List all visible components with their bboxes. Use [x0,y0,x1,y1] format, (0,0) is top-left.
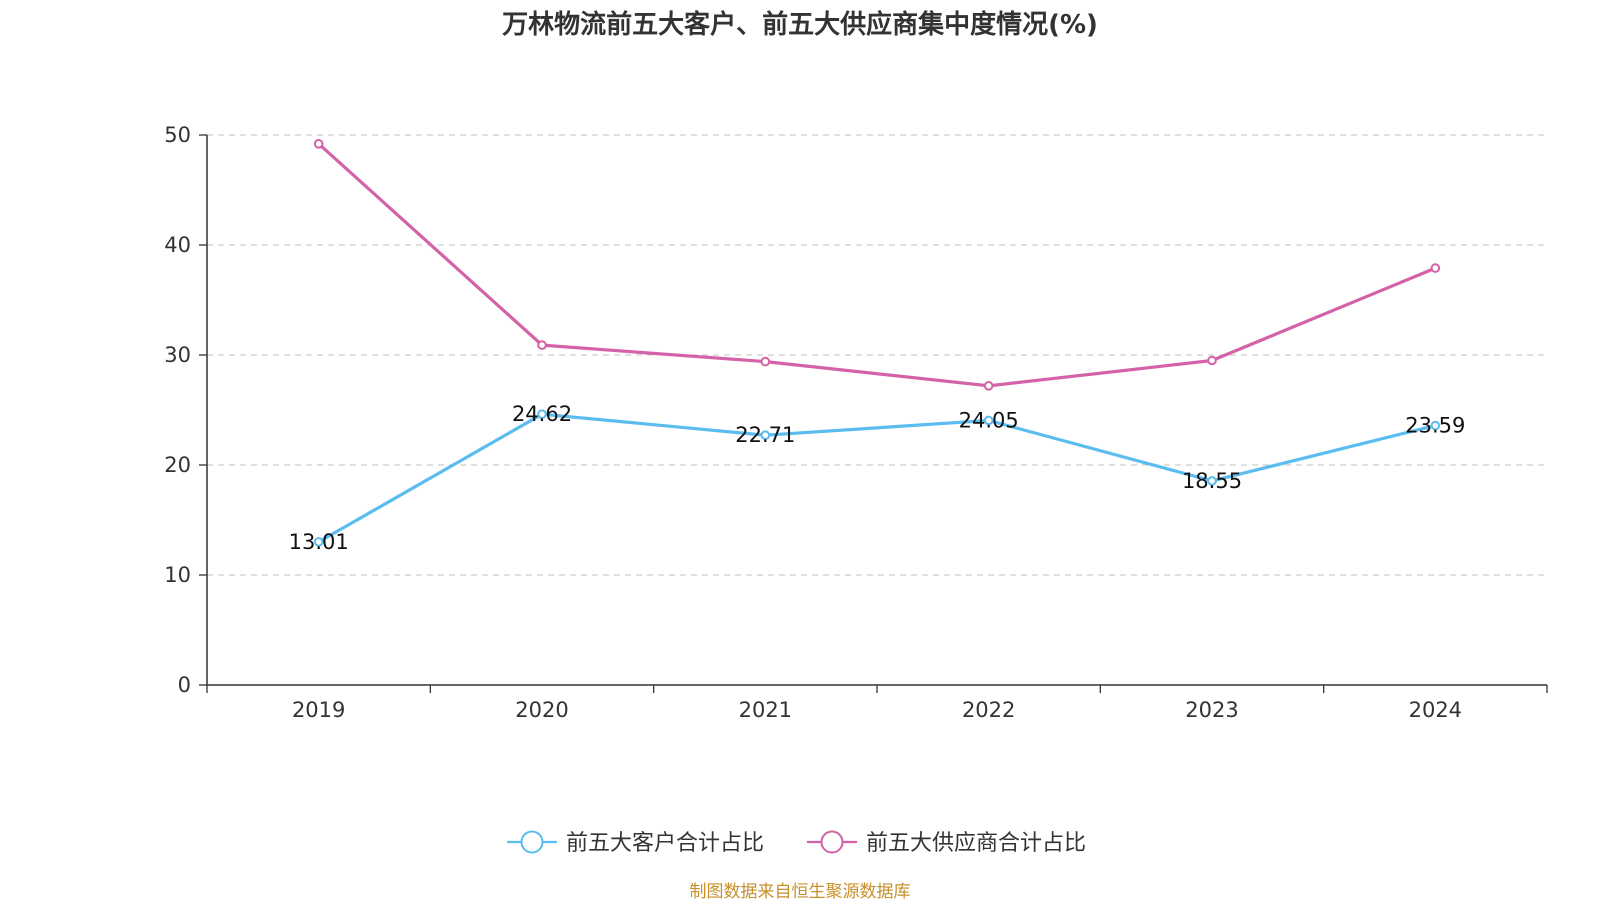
data-label: 24.05 [959,408,1019,432]
y-tick-label: 0 [178,673,191,697]
series-layer [313,139,1441,547]
series-line [317,142,1437,388]
data-label: 24.62 [512,402,572,426]
data-point [1430,420,1441,431]
legend-item[interactable]: 前五大客户合计占比 [507,830,764,856]
x-axis-ticks: 2019 2020 2021 2022 2023 2024 [206,685,1548,722]
data-point [537,340,547,350]
data-point [313,537,324,547]
legend-label: 前五大客户合计占比 [566,831,764,856]
grid [207,134,1547,576]
legend[interactable]: 前五大客户合计占比 前五大供应商合计占比 [507,830,1086,856]
x-tick-label: 2022 [962,698,1015,722]
source-note: 制图数据来自恒生聚源数据库 [690,882,911,900]
y-tick-label: 40 [164,233,191,257]
data-point [1430,263,1441,273]
y-tick-label: 30 [164,343,191,367]
data-label: 22.71 [735,423,795,447]
y-tick-label: 50 [164,123,191,147]
data-point [313,139,324,149]
x-tick-label: 2024 [1409,698,1462,722]
y-axis-ticks: 0 10 20 30 40 50 [164,123,207,697]
data-labels: 13.01 24.62 22.71 24.05 18.55 23.59 [289,402,1466,554]
legend-marker [520,830,544,854]
x-tick-label: 2019 [292,698,345,722]
series-line [317,412,1437,544]
x-tick-label: 2020 [515,698,568,722]
data-label: 23.59 [1405,414,1465,438]
data-point [983,415,994,426]
legend-label: 前五大供应商合计占比 [866,831,1086,856]
data-label: 13.01 [289,530,349,554]
data-point [1207,355,1217,366]
data-point [983,381,994,391]
legend-marker [820,830,844,854]
y-tick-label: 10 [164,563,191,587]
data-point [760,430,771,440]
chart-title: 万林物流前五大客户、前五大供应商集中度情况(%) [502,9,1098,40]
axes [206,135,1547,686]
data-point [760,356,771,367]
legend-item[interactable]: 前五大供应商合计占比 [807,830,1086,856]
data-label: 18.55 [1182,469,1242,493]
y-tick-label: 20 [164,453,191,477]
data-point [537,409,547,419]
x-tick-label: 2023 [1185,698,1238,722]
x-tick-label: 2021 [739,698,792,722]
data-point [1207,476,1217,486]
